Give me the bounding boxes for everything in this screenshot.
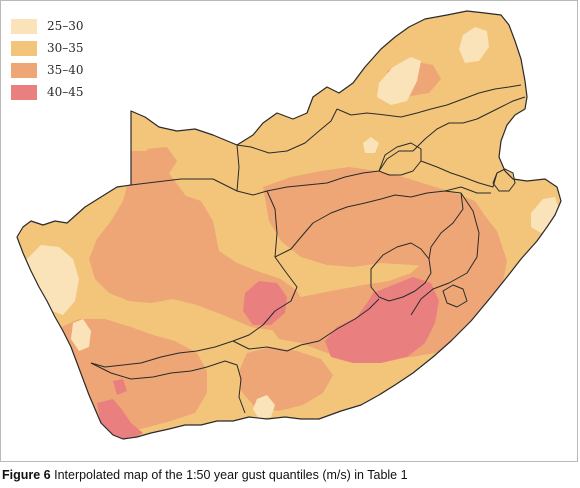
legend-swatch bbox=[11, 18, 37, 34]
zone-35-40-south bbox=[239, 347, 333, 411]
gust-map bbox=[16, 10, 562, 440]
border-small-east bbox=[442, 284, 468, 308]
zone-25-30-south bbox=[253, 395, 275, 419]
zone-35-40-east bbox=[267, 197, 507, 359]
border-northern-cape bbox=[90, 178, 298, 368]
border-northeast-kink bbox=[500, 96, 526, 108]
zone-25-30-small bbox=[363, 137, 379, 153]
zone-25-30-southwest bbox=[71, 319, 91, 351]
figure-frame: 25–30 30–35 35–40 40–45 bbox=[0, 0, 578, 462]
legend-label: 30–35 bbox=[47, 41, 84, 55]
province-borders bbox=[90, 84, 526, 414]
border-lesotho bbox=[370, 242, 432, 302]
legend-item: 35–40 bbox=[11, 59, 84, 81]
legend-item: 25–30 bbox=[11, 15, 84, 37]
zone-25-30-north bbox=[377, 57, 421, 105]
border-limpopo bbox=[336, 84, 522, 118]
zone-40-45-east bbox=[325, 277, 439, 363]
legend-item: 30–35 bbox=[11, 37, 84, 59]
zone-35-40-north-patch bbox=[147, 147, 177, 177]
zone-25-30-northeast bbox=[459, 27, 489, 63]
figure-caption: Figure 6 Interpolated map of the 1:50 ye… bbox=[2, 468, 408, 482]
caption-text: Interpolated map of the 1:50 year gust q… bbox=[50, 468, 408, 482]
legend-swatch bbox=[11, 40, 37, 56]
legend: 25–30 30–35 35–40 40–45 bbox=[11, 15, 84, 103]
zone-35-40-west-interior bbox=[89, 151, 307, 331]
border-north-west bbox=[236, 144, 413, 192]
legend-label: 35–40 bbox=[47, 63, 84, 77]
border-western-cape bbox=[90, 360, 246, 414]
legend-swatch bbox=[11, 84, 37, 100]
border-mpumalanga bbox=[412, 106, 502, 194]
border-inner-northwest bbox=[236, 108, 338, 154]
border-free-state bbox=[274, 190, 464, 258]
zone-35-40-south-west bbox=[57, 319, 207, 433]
border-eastern-cape bbox=[232, 298, 380, 352]
legend-item: 40–45 bbox=[11, 81, 84, 103]
border-kwazulu-natal bbox=[410, 192, 480, 316]
border-gauteng bbox=[378, 142, 422, 176]
zone-40-45-cape-small bbox=[113, 379, 127, 395]
caption-label: Figure 6 bbox=[2, 468, 51, 482]
legend-swatch bbox=[11, 62, 37, 78]
legend-label: 25–30 bbox=[47, 19, 84, 33]
border-eswatini bbox=[492, 168, 516, 192]
legend-label: 40–45 bbox=[47, 85, 84, 99]
zone-40-45-central bbox=[243, 281, 287, 325]
